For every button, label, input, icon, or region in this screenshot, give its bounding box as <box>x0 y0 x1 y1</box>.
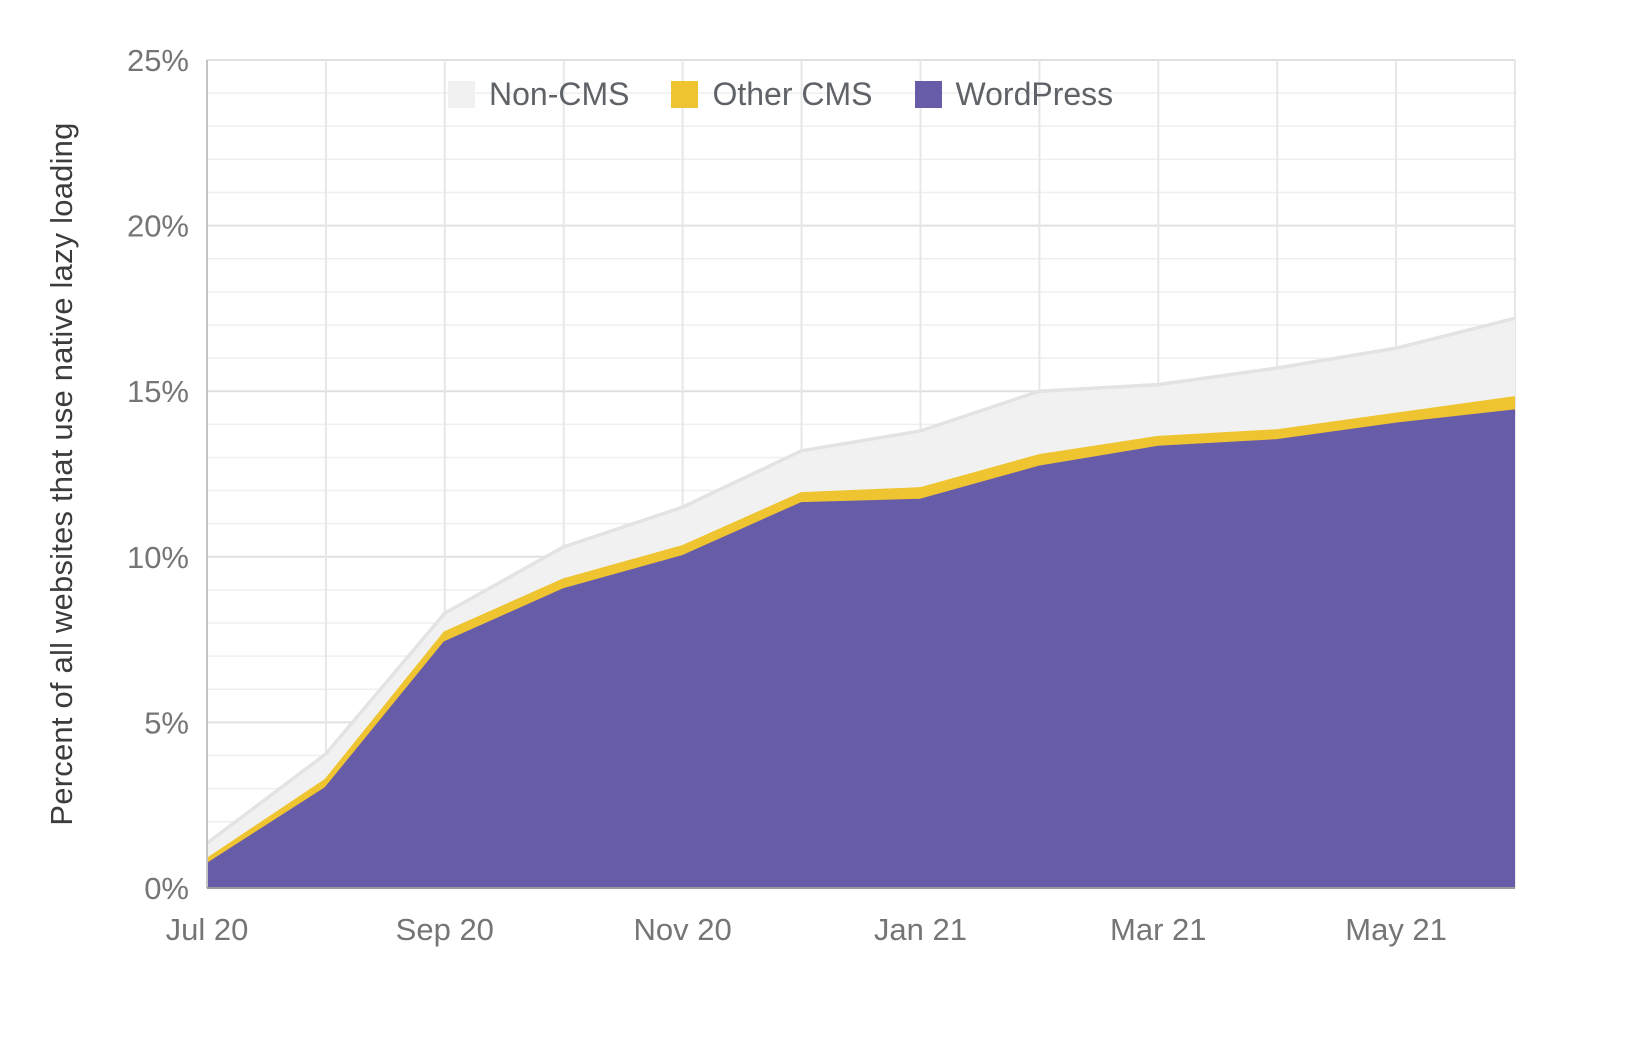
edge-wordpress <box>206 409 1516 867</box>
x-tick-label: Sep 20 <box>396 912 494 947</box>
x-tick-label: Jan 21 <box>874 912 967 947</box>
edge-non-cms <box>205 316 1516 845</box>
edge-other-cms <box>206 396 1516 862</box>
chart-legend: Non-CMS Other CMS WordPress <box>448 76 1113 113</box>
y-tick-label: 25% <box>127 43 189 78</box>
legend-label: Other CMS <box>712 76 873 112</box>
legend-swatch-icon <box>448 81 475 108</box>
legend-swatch-icon <box>914 81 942 108</box>
legend-item-non-cms: Non-CMS <box>448 76 629 113</box>
legend-swatch-icon <box>671 81 699 108</box>
legend-label: Non-CMS <box>489 76 630 112</box>
legend-item-wordpress: WordPress <box>914 76 1114 113</box>
legend-item-other-cms: Other CMS <box>671 76 873 113</box>
x-tick-label: Mar 21 <box>1110 912 1206 947</box>
legend-label: WordPress <box>955 76 1114 112</box>
y-tick-label: 10% <box>127 540 189 575</box>
y-tick-label: 0% <box>144 871 189 906</box>
x-tick-label: Jul 20 <box>166 912 249 947</box>
y-tick-label: 5% <box>144 705 189 740</box>
x-tick-label: Nov 20 <box>634 912 732 947</box>
y-tick-label: 15% <box>127 374 189 409</box>
y-tick-label: 20% <box>127 209 189 244</box>
x-tick-label: May 21 <box>1345 912 1447 947</box>
area-wordpress <box>207 411 1515 888</box>
